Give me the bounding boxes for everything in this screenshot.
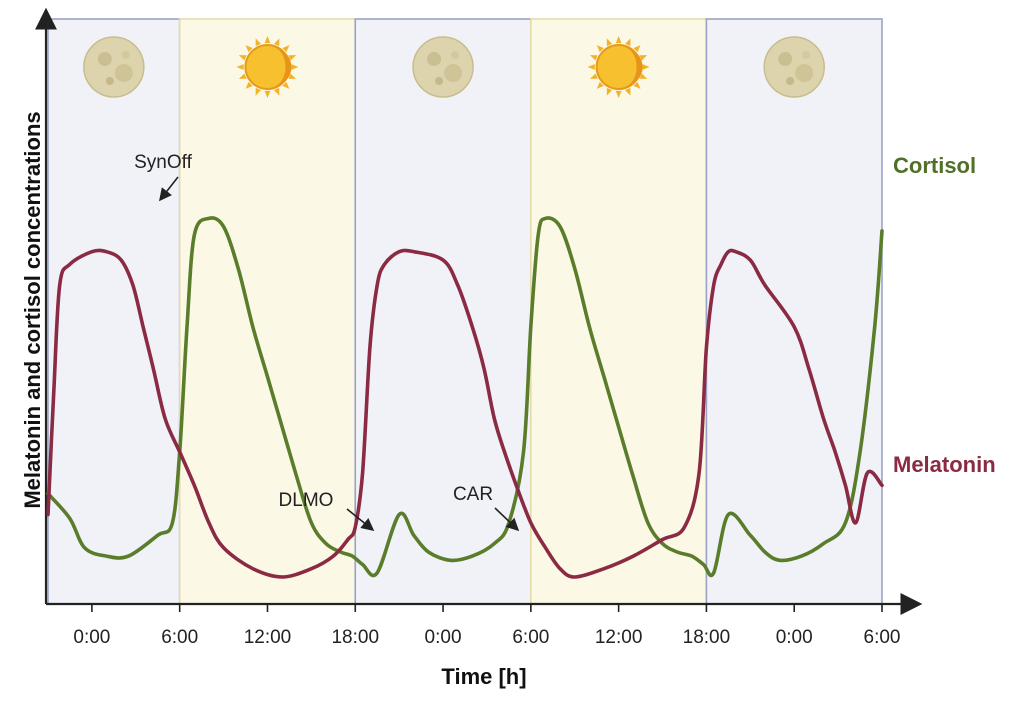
- x-tick-label: 0:00: [425, 627, 462, 648]
- annotation-synoff: SynOff: [134, 152, 192, 173]
- moon-icon: [763, 36, 825, 98]
- x-tick-label: 12:00: [244, 627, 292, 648]
- sun-icon: [587, 36, 650, 98]
- melatonin-label: Melatonin: [893, 452, 996, 477]
- night-band-0: [47, 18, 181, 605]
- x-tick-label: 18:00: [683, 627, 731, 648]
- period-icons: [83, 36, 825, 98]
- annotations: SynOff DLMO CAR: [134, 152, 520, 532]
- moon-icon: [83, 36, 145, 98]
- x-tick-label: 0:00: [776, 627, 813, 648]
- day-band-1: [178, 18, 357, 605]
- x-tick-label: 0:00: [73, 627, 110, 648]
- melatonin-line: [46, 248, 884, 579]
- cortisol-line: [46, 216, 884, 578]
- x-tick-label: 6:00: [864, 627, 901, 648]
- x-tick-label: 6:00: [512, 627, 549, 648]
- period-bands: [47, 18, 883, 605]
- cortisol-label: Cortisol: [893, 153, 976, 178]
- annotation-arrow: [494, 507, 520, 532]
- x-tick-label: 18:00: [331, 627, 379, 648]
- night-band-4: [705, 18, 883, 605]
- y-axis-title: Melatonin and cortisol concentrations: [20, 111, 45, 508]
- moon-icon: [412, 36, 474, 98]
- night-band-2: [354, 18, 532, 605]
- x-axis-title: Time [h]: [441, 664, 526, 689]
- annotation-arrow: [346, 508, 375, 532]
- sun-icon: [236, 36, 299, 98]
- day-band-3: [530, 18, 708, 605]
- annotation-dlmo: DLMO: [279, 490, 334, 511]
- annotation-car: CAR: [453, 484, 493, 505]
- series-lines: [46, 216, 884, 579]
- x-tick-label: 12:00: [595, 627, 643, 648]
- x-ticks: 0:00 6:00 12:00 18:00 0:00 6:00 12:00 18:00 0:00…: [73, 604, 900, 648]
- x-tick-label: 6:00: [161, 627, 198, 648]
- annotation-arrow: [159, 176, 179, 202]
